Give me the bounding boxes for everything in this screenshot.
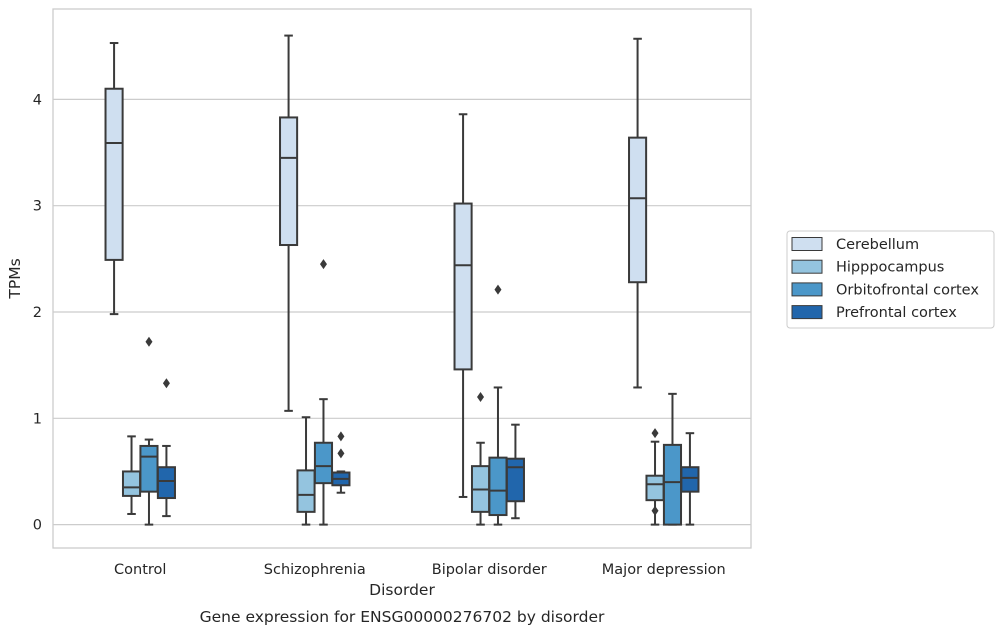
- series-group: [104, 34, 648, 498]
- box: [680, 466, 700, 493]
- box: [628, 136, 648, 284]
- figure-caption: Gene expression for ENSG00000276702 by d…: [200, 608, 605, 626]
- box: [313, 441, 334, 485]
- y-tick-label: 1: [33, 411, 42, 427]
- x-tick-label: Control: [114, 562, 166, 578]
- box-series: [104, 34, 700, 526]
- series-group: [121, 392, 665, 526]
- box: [453, 202, 473, 371]
- box: [662, 443, 683, 526]
- legend-label: Orbitofrontal cortex: [836, 282, 979, 298]
- outlier-point: [651, 428, 659, 439]
- legend-swatch: [791, 282, 823, 297]
- series-group: [156, 378, 700, 526]
- series-group: [139, 259, 683, 526]
- box: [104, 87, 124, 261]
- outlier-point: [477, 392, 485, 403]
- grid-lines: [53, 98, 751, 526]
- box: [121, 470, 142, 497]
- outlier-point: [494, 284, 502, 295]
- box: [296, 469, 316, 513]
- outlier-point: [651, 505, 659, 516]
- box: [488, 456, 508, 517]
- outlier-point: [319, 259, 327, 270]
- legend: Cerebellum Hipppocampus Orbitofrontal cort…: [786, 230, 995, 329]
- y-tick-label: 3: [33, 199, 42, 215]
- x-tick-label: Schizophrenia: [264, 562, 366, 578]
- box: [645, 474, 665, 502]
- y-tick-label: 4: [33, 92, 42, 108]
- outlier-point: [337, 448, 345, 459]
- legend-label: Hipppocampus: [836, 260, 944, 276]
- box: [139, 444, 159, 493]
- legend-swatch: [791, 237, 823, 251]
- legend-label: Prefrontal cortex: [836, 305, 957, 321]
- outlier-point: [162, 378, 170, 389]
- x-tick-label: Bipolar disorder: [432, 562, 547, 578]
- outlier-point: [337, 431, 345, 442]
- x-tick-label: Major depression: [602, 562, 726, 578]
- legend-label: Cerebellum: [836, 237, 919, 253]
- legend-swatch: [791, 305, 823, 320]
- y-tick-label: 0: [33, 518, 42, 534]
- box: [279, 116, 299, 247]
- y-tick-label: 2: [33, 305, 42, 321]
- box: [156, 466, 176, 500]
- outlier-point: [145, 336, 153, 347]
- x-tick-labels: Control Schizophrenia Bipolar disorder Majo…: [114, 562, 726, 578]
- box: [505, 457, 525, 503]
- plot-frame: [52, 8, 752, 549]
- legend-swatch: [791, 259, 823, 274]
- y-axis-label: TPMs: [6, 258, 24, 299]
- y-tick-labels: 0 1 2 3 4: [33, 92, 42, 533]
- legend-frame: [786, 230, 995, 329]
- x-axis-label: Disorder: [369, 581, 435, 599]
